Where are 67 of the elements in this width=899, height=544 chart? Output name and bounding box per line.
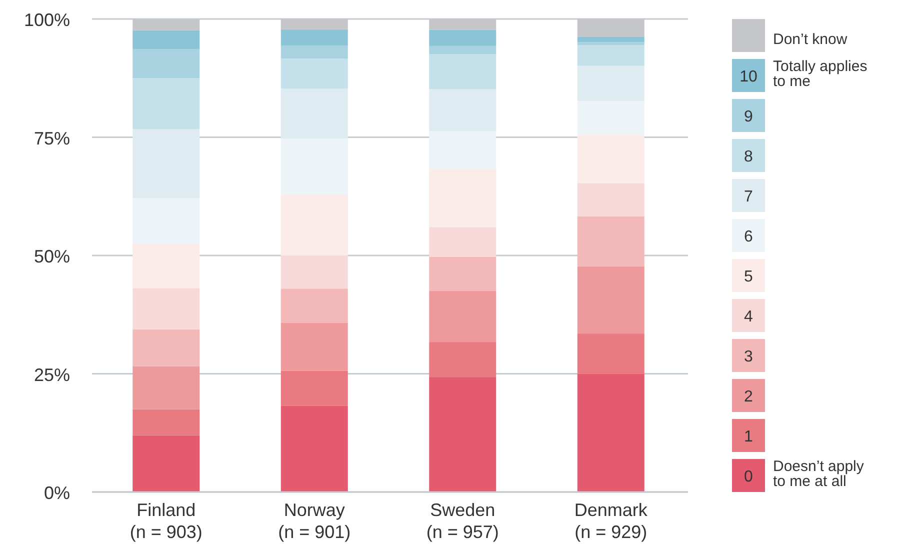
bar [280, 256, 348, 289]
bar [132, 366, 200, 410]
bar [429, 30, 496, 46]
y-tick-label: 100% [24, 10, 70, 30]
bar [429, 290, 496, 342]
bar [577, 100, 644, 135]
legend-label: 6 [744, 228, 754, 246]
bar [280, 194, 348, 256]
bar [429, 46, 496, 54]
bar [132, 78, 200, 130]
bar [577, 334, 644, 374]
bar [429, 342, 496, 378]
bar [429, 131, 496, 169]
y-tick-label: 50% [34, 246, 70, 266]
bar [577, 266, 644, 334]
legend-label: 10 [740, 68, 758, 86]
legend-label: 8 [744, 148, 754, 166]
legend-label: 9 [744, 108, 754, 126]
bar [280, 45, 348, 59]
bar [577, 183, 644, 216]
text: Doesn’t apply to me at all [773, 458, 864, 490]
legend-label: 1 [744, 428, 754, 446]
bar [577, 42, 644, 46]
x-tick-label: Norway (n = 901) [278, 500, 351, 542]
x-tick-label: Finland (n = 903) [130, 500, 202, 542]
bar [132, 435, 200, 492]
bar [577, 134, 644, 184]
legend-label: Don’t know [773, 31, 848, 48]
bar [132, 198, 200, 244]
bar [429, 227, 496, 257]
bar [577, 36, 644, 42]
legend-label: 0 [744, 468, 754, 486]
bar [132, 30, 200, 50]
bar [280, 138, 348, 194]
legend-label: 3 [744, 348, 754, 366]
bar [132, 49, 200, 78]
legend-label: 7 [744, 188, 754, 206]
bar [132, 243, 200, 288]
text: Totally applies to me [773, 58, 868, 90]
bar [577, 374, 644, 492]
legend-label: 5 [744, 268, 754, 286]
bar [280, 288, 348, 323]
bar [132, 288, 200, 330]
bar [280, 29, 348, 46]
bar [577, 66, 644, 101]
bar [429, 377, 496, 492]
bar [132, 409, 200, 436]
legend-label: 4 [744, 308, 754, 326]
bar [280, 58, 348, 89]
bar [429, 89, 496, 132]
bar [132, 329, 200, 366]
x-tick-label: Sweden (n = 957) [426, 500, 499, 542]
y-tick-label: 25% [34, 364, 70, 385]
bar [429, 168, 496, 228]
bar [280, 406, 348, 492]
bar [280, 88, 348, 139]
bar [577, 45, 644, 66]
y-tick-label: 75% [34, 128, 70, 148]
bar [429, 54, 496, 90]
x-tick-label: Denmark (n = 929) [574, 500, 648, 542]
bar [577, 216, 644, 266]
bar [132, 129, 200, 198]
bar [280, 370, 348, 406]
legend-label: 2 [744, 388, 754, 406]
bar [280, 322, 348, 371]
bar [429, 256, 496, 291]
y-tick-label: 0% [44, 483, 70, 503]
